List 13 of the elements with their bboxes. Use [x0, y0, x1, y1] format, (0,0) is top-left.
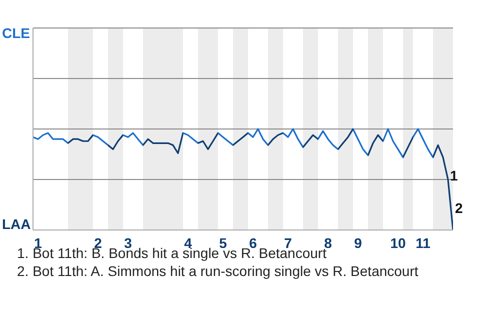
annotation: 1	[450, 167, 458, 184]
x-tick-label: 7	[284, 234, 292, 251]
x-tick-label: 8	[324, 234, 332, 251]
text: LAA	[2, 216, 31, 232]
text: 2	[455, 200, 463, 216]
text: 2. Bot 11th: A. Simmons hit a run-scoring single vs R. Betancourt	[17, 262, 418, 280]
x-tick-label: 10	[390, 234, 406, 251]
x-tick-label: 5	[219, 234, 228, 251]
x-tick-label: 11	[416, 234, 431, 251]
ref-line-label: CLE	[2, 25, 30, 41]
x-tick-label: 9	[354, 234, 362, 251]
x-tick-label: 3	[124, 234, 132, 251]
x-tick-label: 6	[249, 234, 258, 251]
